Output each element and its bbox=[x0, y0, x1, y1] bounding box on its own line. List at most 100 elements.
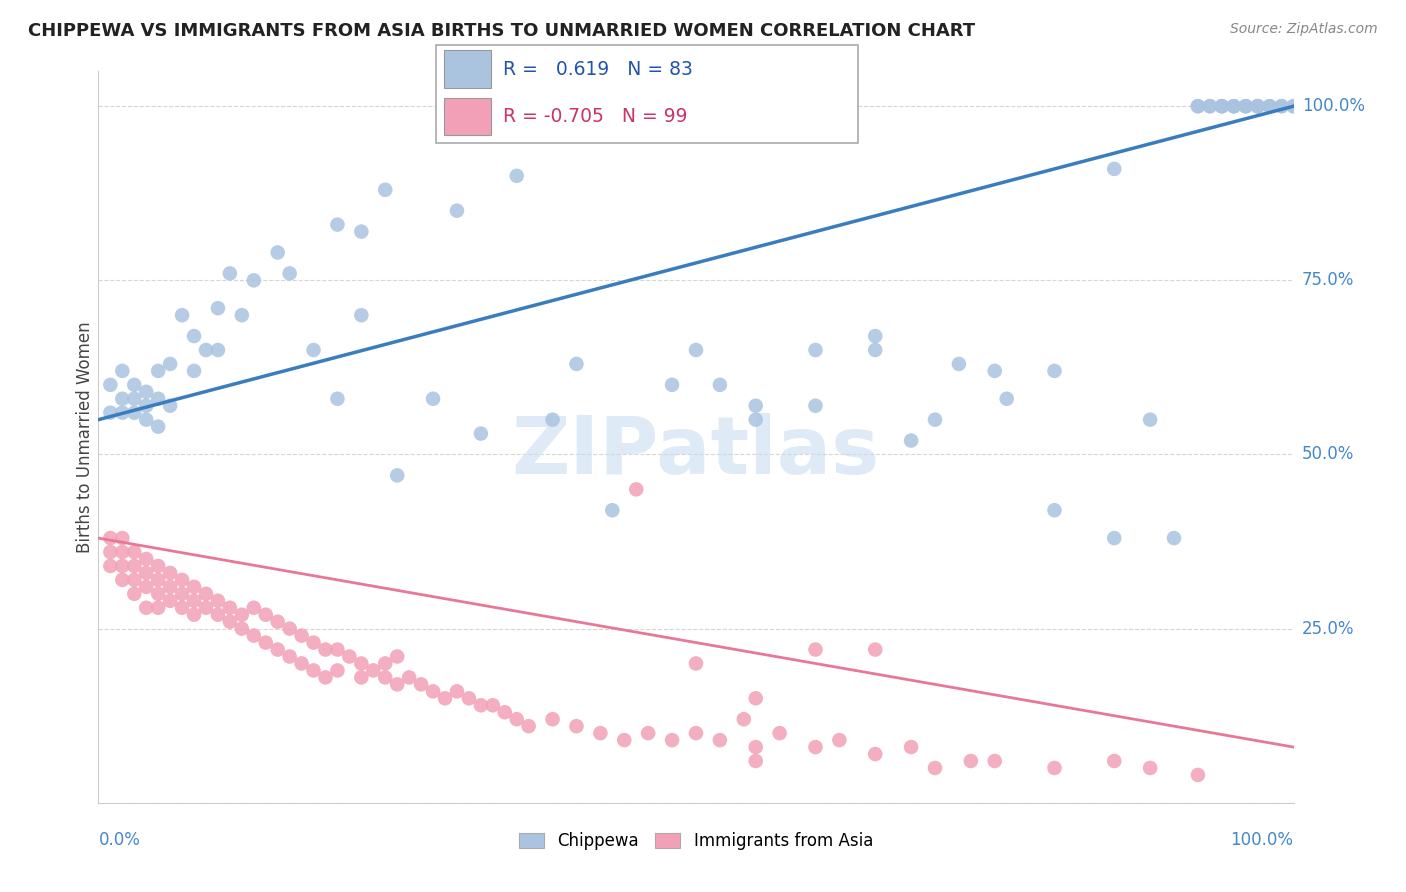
Point bbox=[385, 677, 409, 691]
Point bbox=[172, 573, 194, 587]
Point bbox=[1187, 99, 1209, 113]
Point bbox=[1043, 503, 1066, 517]
Point bbox=[350, 225, 373, 239]
Point bbox=[1211, 99, 1233, 113]
Point bbox=[326, 218, 349, 232]
Point bbox=[398, 670, 420, 684]
Point bbox=[326, 664, 349, 678]
Point bbox=[302, 664, 325, 678]
Point bbox=[231, 308, 253, 322]
Point bbox=[267, 615, 290, 629]
Point bbox=[124, 558, 146, 573]
Point bbox=[804, 399, 827, 413]
Point bbox=[326, 392, 349, 406]
FancyBboxPatch shape bbox=[444, 97, 491, 135]
Point bbox=[517, 719, 540, 733]
Point bbox=[219, 615, 242, 629]
Text: R =   0.619   N = 83: R = 0.619 N = 83 bbox=[503, 60, 693, 78]
Point bbox=[745, 691, 768, 706]
Point bbox=[135, 566, 157, 580]
Point bbox=[565, 719, 588, 733]
Point bbox=[194, 587, 217, 601]
Point bbox=[267, 642, 290, 657]
Point bbox=[470, 426, 492, 441]
Point bbox=[745, 740, 768, 755]
Text: ZIPatlas: ZIPatlas bbox=[512, 413, 880, 491]
Point bbox=[290, 657, 312, 671]
Point bbox=[1258, 99, 1281, 113]
Text: Source: ZipAtlas.com: Source: ZipAtlas.com bbox=[1230, 22, 1378, 37]
Point bbox=[267, 245, 290, 260]
Point bbox=[768, 726, 790, 740]
Point bbox=[374, 657, 396, 671]
Point bbox=[124, 377, 146, 392]
Point bbox=[111, 573, 134, 587]
Point bbox=[337, 649, 360, 664]
Point bbox=[172, 600, 194, 615]
Point bbox=[385, 468, 409, 483]
Point bbox=[159, 594, 181, 608]
Point bbox=[685, 657, 707, 671]
Point bbox=[637, 726, 659, 740]
Point bbox=[948, 357, 970, 371]
Point bbox=[1043, 364, 1066, 378]
Point bbox=[374, 183, 396, 197]
Point bbox=[278, 266, 301, 280]
Point bbox=[326, 642, 349, 657]
Point bbox=[863, 343, 886, 357]
Point bbox=[1102, 161, 1125, 176]
Point bbox=[98, 377, 122, 392]
Point bbox=[278, 622, 301, 636]
Point bbox=[422, 684, 444, 698]
Point bbox=[506, 712, 529, 726]
Point bbox=[1222, 99, 1246, 113]
Point bbox=[1211, 99, 1233, 113]
Point bbox=[661, 377, 683, 392]
Point bbox=[1163, 531, 1185, 545]
Text: 75.0%: 75.0% bbox=[1302, 271, 1354, 289]
Point bbox=[1102, 531, 1125, 545]
Point bbox=[219, 600, 242, 615]
Point bbox=[863, 642, 886, 657]
Point bbox=[278, 649, 301, 664]
Point bbox=[148, 587, 170, 601]
Point bbox=[135, 552, 157, 566]
Point bbox=[422, 392, 444, 406]
Point bbox=[194, 600, 217, 615]
Point bbox=[1271, 99, 1294, 113]
Point bbox=[709, 377, 731, 392]
Point bbox=[111, 558, 134, 573]
Point bbox=[243, 600, 266, 615]
Point bbox=[411, 677, 433, 691]
Point bbox=[350, 657, 373, 671]
Point bbox=[135, 600, 157, 615]
Text: 0.0%: 0.0% bbox=[98, 830, 141, 848]
Point bbox=[243, 273, 266, 287]
Point bbox=[624, 483, 647, 497]
Point bbox=[1198, 99, 1220, 113]
Point bbox=[148, 558, 170, 573]
Point bbox=[385, 649, 409, 664]
Point bbox=[302, 635, 325, 649]
Point bbox=[1211, 99, 1233, 113]
Point bbox=[600, 503, 623, 517]
Point bbox=[959, 754, 981, 768]
Point bbox=[709, 733, 731, 747]
Point bbox=[804, 642, 827, 657]
Point bbox=[506, 169, 529, 183]
Point bbox=[1222, 99, 1246, 113]
Point bbox=[863, 329, 886, 343]
Point bbox=[828, 733, 851, 747]
Point bbox=[446, 684, 468, 698]
Point bbox=[1187, 768, 1209, 782]
Point bbox=[1271, 99, 1294, 113]
Point bbox=[470, 698, 492, 713]
Legend: Chippewa, Immigrants from Asia: Chippewa, Immigrants from Asia bbox=[512, 825, 880, 856]
Point bbox=[219, 266, 242, 280]
Point bbox=[1198, 99, 1220, 113]
Point bbox=[1139, 761, 1161, 775]
Text: 25.0%: 25.0% bbox=[1302, 620, 1354, 638]
Point bbox=[98, 545, 122, 559]
Text: 50.0%: 50.0% bbox=[1302, 445, 1354, 464]
Point bbox=[541, 412, 564, 426]
